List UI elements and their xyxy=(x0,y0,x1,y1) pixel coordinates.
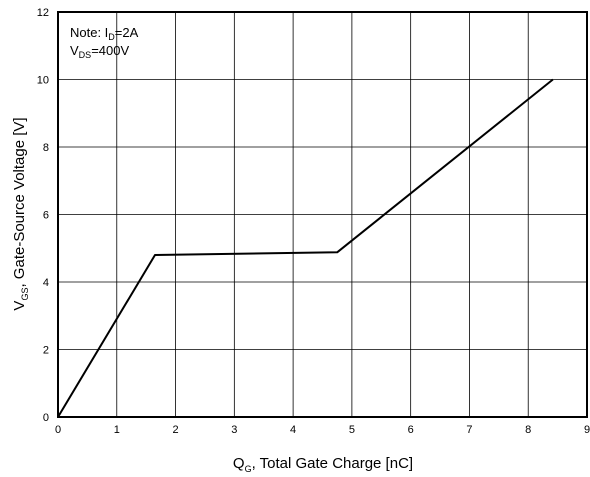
y-tick-label: 2 xyxy=(43,345,49,357)
y-tick-label: 4 xyxy=(43,277,49,289)
grid-lines xyxy=(57,11,588,418)
x-axis-subscript: G xyxy=(245,464,252,474)
x-tick-label: 9 xyxy=(584,424,590,436)
note-vds-value: =400V xyxy=(91,43,129,58)
x-tick-label: 5 xyxy=(349,424,355,436)
x-tick-label: 8 xyxy=(525,424,531,436)
plot-frame xyxy=(57,11,588,418)
y-tick-label: 10 xyxy=(37,75,49,87)
x-tick-label: 1 xyxy=(114,424,120,436)
note-id-prefix: Note: I xyxy=(70,25,108,40)
note-id-subscript: D xyxy=(108,32,115,42)
note-vds-annotation: VDS=400V xyxy=(70,43,129,60)
y-tick-label: 12 xyxy=(37,7,49,19)
y-axis-subscript: GS xyxy=(20,288,30,301)
x-tick-label: 6 xyxy=(408,424,414,436)
x-tick-label: 2 xyxy=(172,424,178,436)
y-axis-symbol: V xyxy=(11,301,28,311)
x-axis-text: , Total Gate Charge [nC] xyxy=(252,455,413,472)
data-series xyxy=(57,78,554,418)
note-id-annotation: Note: ID=2A xyxy=(70,25,139,42)
y-tick-label: 0 xyxy=(43,412,49,424)
note-vds-subscript: DS xyxy=(79,50,92,60)
x-axis-symbol: Q xyxy=(233,455,245,472)
y-axis-text: , Gate-Source Voltage [V] xyxy=(11,117,28,287)
gate-charge-curve xyxy=(57,78,554,418)
x-tick-label: 3 xyxy=(231,424,237,436)
x-tick-label: 7 xyxy=(466,424,472,436)
x-axis-title: QG, Total Gate Charge [nC] xyxy=(233,455,413,474)
y-axis-title: VGS, Gate-Source Voltage [V] xyxy=(11,117,30,310)
x-tick-label: 0 xyxy=(55,424,61,436)
note-id-value: =2A xyxy=(115,25,139,40)
y-tick-label: 6 xyxy=(43,210,49,222)
note-vds-prefix: V xyxy=(70,43,79,58)
x-tick-label: 4 xyxy=(290,424,296,436)
y-tick-label: 8 xyxy=(43,142,49,154)
